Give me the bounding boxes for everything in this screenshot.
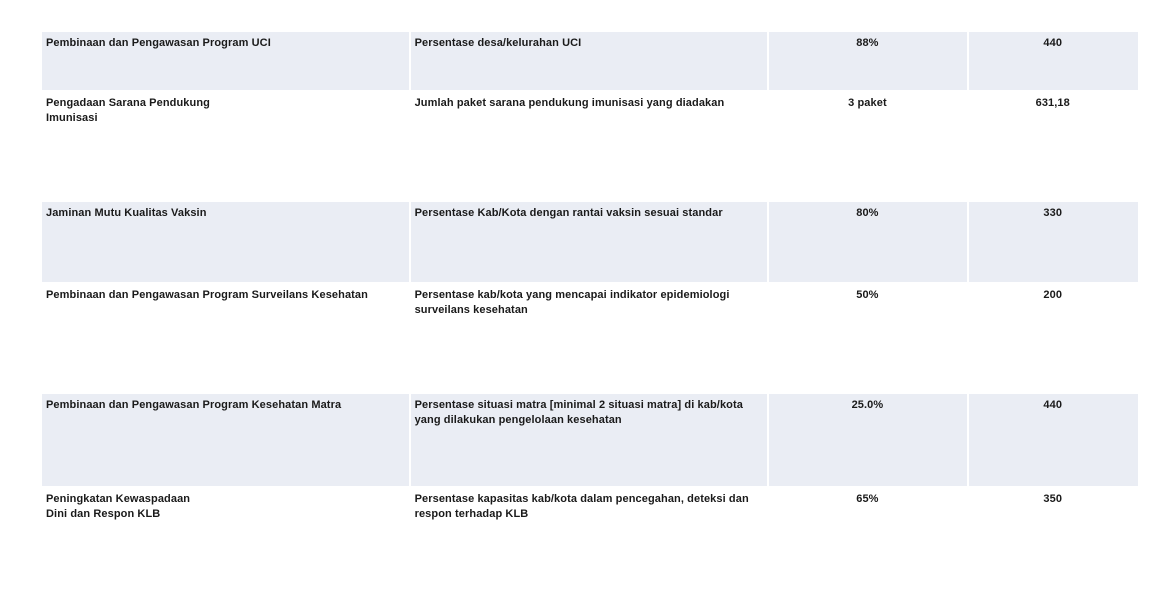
cell-target: 3 paket xyxy=(769,92,967,200)
cell-value: 440 xyxy=(969,394,1138,486)
cell-indicator: Persentase situasi matra [minimal 2 situ… xyxy=(411,394,768,486)
cell-value: 350 xyxy=(969,488,1138,600)
cell-program: Pembinaan dan Pengawasan Program Kesehat… xyxy=(42,394,409,486)
cell-program: Pengadaan Sarana PendukungImunisasi xyxy=(42,92,409,200)
table-row: Pembinaan dan Pengawasan Program Surveil… xyxy=(42,284,1138,392)
cell-indicator: Persentase Kab/Kota dengan rantai vaksin… xyxy=(411,202,768,282)
cell-target: 65% xyxy=(769,488,967,600)
table-row: Pembinaan dan Pengawasan Program Kesehat… xyxy=(42,394,1138,486)
table-row: Pembinaan dan Pengawasan Program UCI Per… xyxy=(42,32,1138,90)
data-table: Pembinaan dan Pengawasan Program UCI Per… xyxy=(40,30,1140,602)
cell-value: 440 xyxy=(969,32,1138,90)
cell-target: 88% xyxy=(769,32,967,90)
cell-program: Pembinaan dan Pengawasan Program Surveil… xyxy=(42,284,409,392)
cell-target: 50% xyxy=(769,284,967,392)
cell-program: Peningkatan KewaspadaanDini dan Respon K… xyxy=(42,488,409,600)
cell-indicator: Persentase kab/kota yang mencapai indika… xyxy=(411,284,768,392)
table-row: Peningkatan KewaspadaanDini dan Respon K… xyxy=(42,488,1138,600)
cell-program: Pembinaan dan Pengawasan Program UCI xyxy=(42,32,409,90)
table-row: Jaminan Mutu Kualitas Vaksin Persentase … xyxy=(42,202,1138,282)
cell-value: 200 xyxy=(969,284,1138,392)
cell-indicator: Persentase desa/kelurahan UCI xyxy=(411,32,768,90)
cell-target: 80% xyxy=(769,202,967,282)
table-row: Pengadaan Sarana PendukungImunisasi Juml… xyxy=(42,92,1138,200)
cell-value: 330 xyxy=(969,202,1138,282)
cell-indicator: Persentase kapasitas kab/kota dalam penc… xyxy=(411,488,768,600)
table-container: Pembinaan dan Pengawasan Program UCI Per… xyxy=(0,0,1152,602)
cell-value: 631,18 xyxy=(969,92,1138,200)
cell-indicator: Jumlah paket sarana pendukung imunisasi … xyxy=(411,92,768,200)
cell-program: Jaminan Mutu Kualitas Vaksin xyxy=(42,202,409,282)
cell-target: 25.0% xyxy=(769,394,967,486)
